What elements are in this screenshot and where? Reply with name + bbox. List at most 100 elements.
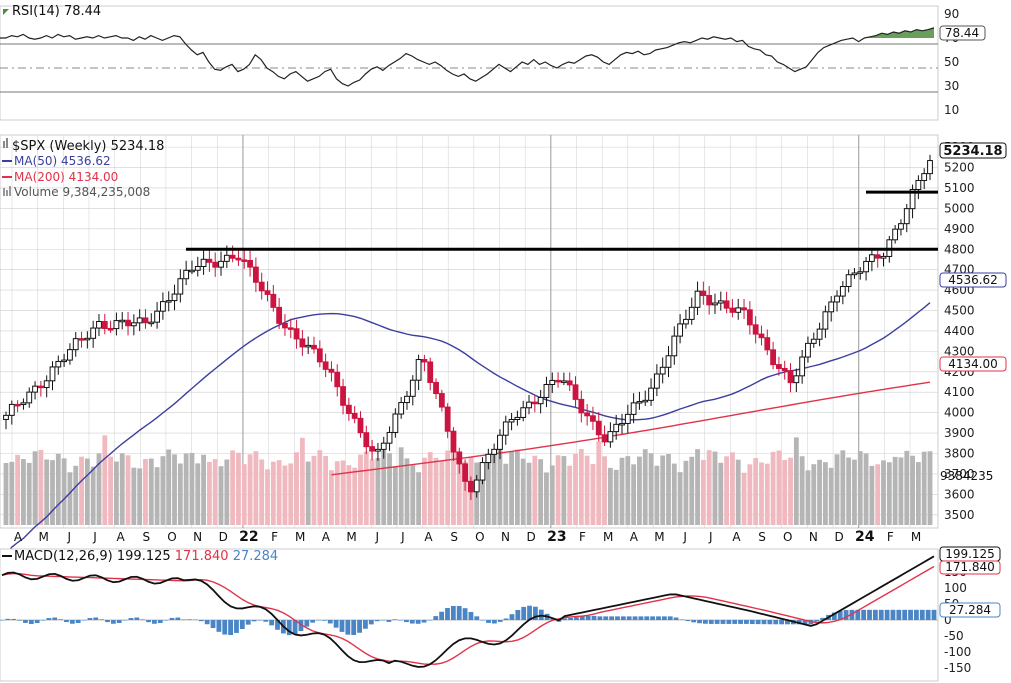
x-axis: A M J J A S O N D 22 F M A M J J A S O N D 23 F M A M J J A S O N D 24 F M bbox=[14, 529, 921, 545]
volume-bar bbox=[915, 462, 921, 525]
volume-bar bbox=[329, 470, 334, 525]
ma200-value-tag bbox=[939, 356, 1007, 372]
candle-body bbox=[816, 328, 823, 340]
macd-histogram-bar bbox=[415, 620, 421, 624]
macd-histogram-bar bbox=[615, 616, 620, 620]
candle-body bbox=[96, 321, 102, 329]
candle-body bbox=[37, 385, 44, 389]
rsi-overbought-fill bbox=[829, 27, 934, 38]
x-tick-label: F bbox=[579, 530, 586, 544]
macd-histogram-bar bbox=[585, 615, 591, 620]
macd-histogram-bar bbox=[533, 606, 538, 620]
volume-bar bbox=[183, 453, 189, 525]
rsi-value-tag bbox=[939, 25, 986, 41]
macd-histogram-bar bbox=[0, 620, 5, 621]
candle-body bbox=[165, 300, 172, 303]
candle-body bbox=[781, 367, 788, 372]
macd-histogram-bar bbox=[23, 620, 28, 623]
macd-histogram-bar bbox=[386, 620, 392, 622]
candle-body bbox=[520, 407, 527, 418]
macd-histogram-bar bbox=[650, 616, 656, 620]
x-tick-label: 22 bbox=[239, 529, 258, 545]
svg-text:MA(50) 4536.62: MA(50) 4536.62 bbox=[14, 154, 111, 168]
candle-body bbox=[351, 412, 358, 419]
candle-body bbox=[375, 448, 381, 452]
macd-histogram-bar bbox=[661, 616, 667, 620]
x-tick-label: A bbox=[14, 530, 23, 544]
candle-body bbox=[845, 274, 852, 288]
macd-histogram-bar bbox=[81, 620, 87, 621]
macd-histogram-bar bbox=[679, 619, 685, 620]
macd-histogram-bar bbox=[175, 617, 181, 620]
x-tick-label: J bbox=[67, 530, 72, 544]
candle-body bbox=[20, 402, 27, 406]
x-tick-label: J bbox=[682, 530, 687, 544]
macd-histogram-bar bbox=[187, 619, 192, 620]
macd-histogram-bar bbox=[363, 620, 368, 629]
macd-histogram-bar bbox=[884, 609, 890, 620]
macd-histogram-bar bbox=[75, 620, 81, 624]
macd-histogram-bar bbox=[222, 620, 228, 635]
candle-body bbox=[787, 370, 794, 384]
rsi-label: RSI(14) bbox=[12, 4, 60, 19]
volume-bar bbox=[619, 457, 625, 525]
candle-body bbox=[555, 379, 561, 383]
macd-histogram-bar bbox=[509, 614, 515, 620]
svg-text:MA(200) 4134.00: MA(200) 4134.00 bbox=[14, 170, 118, 184]
volume-bar bbox=[137, 468, 143, 525]
volume-bar bbox=[561, 456, 567, 525]
candle-body bbox=[206, 258, 213, 263]
macd-histogram-bar bbox=[626, 616, 632, 620]
macd-histogram-bar bbox=[802, 620, 808, 625]
x-tick-label: J bbox=[708, 530, 713, 544]
volume-bar bbox=[404, 458, 410, 525]
macd-value-2: 171.840 bbox=[175, 549, 229, 564]
volume-value: 9,384,235,008 bbox=[62, 185, 150, 199]
macd-histogram-bar bbox=[392, 619, 398, 620]
candle-body bbox=[549, 379, 556, 385]
volume-bar bbox=[206, 461, 212, 525]
candle-body bbox=[473, 479, 480, 493]
x-tick-label: M bbox=[346, 530, 356, 544]
candle-body bbox=[485, 453, 492, 464]
volume-bar bbox=[654, 465, 660, 525]
macd-histogram-bar bbox=[374, 620, 380, 622]
volume-bar bbox=[793, 437, 799, 525]
volume-bar bbox=[38, 449, 44, 525]
resistance-lines bbox=[186, 190, 938, 251]
volume-bar bbox=[259, 459, 265, 525]
volume-bar bbox=[114, 461, 119, 525]
macd-histogram-bar bbox=[820, 617, 826, 620]
volume-legend-icon bbox=[3, 186, 11, 196]
macd-histogram-bar bbox=[333, 620, 339, 628]
candle-body bbox=[171, 293, 178, 302]
rsi-panel: 9070503010 RSI(14) 78.44 78.44 bbox=[0, 4, 986, 121]
volume-bar bbox=[381, 450, 387, 525]
macd-histogram-bar bbox=[632, 616, 638, 620]
candle-body bbox=[322, 361, 329, 370]
volume-bar bbox=[433, 457, 439, 525]
candle-body bbox=[694, 290, 701, 308]
ma50-line bbox=[5, 302, 931, 556]
macd-histogram-bar bbox=[620, 616, 626, 620]
x-tick-label: A bbox=[117, 530, 126, 544]
macd-histogram-bar bbox=[198, 620, 204, 622]
macd-histogram-bar bbox=[761, 620, 767, 625]
candle-body bbox=[543, 383, 550, 398]
price-tick-label: 4000 bbox=[944, 406, 975, 420]
candle-body bbox=[235, 257, 242, 261]
macd-lines bbox=[1, 555, 935, 668]
macd-histogram-bar bbox=[228, 620, 234, 636]
volume-bar bbox=[747, 464, 753, 525]
macd-histogram-bar bbox=[351, 620, 357, 635]
volume-bar bbox=[637, 456, 642, 525]
candle-body bbox=[223, 254, 230, 262]
volume-bar bbox=[416, 472, 422, 525]
candle-body bbox=[822, 311, 829, 330]
candle-body bbox=[78, 338, 85, 341]
price-tick-label: 4100 bbox=[944, 385, 975, 399]
candle-body bbox=[49, 366, 56, 382]
macd-histogram-bar bbox=[515, 609, 521, 620]
candle-body bbox=[531, 401, 538, 405]
price-tick-label: 4500 bbox=[944, 304, 975, 318]
